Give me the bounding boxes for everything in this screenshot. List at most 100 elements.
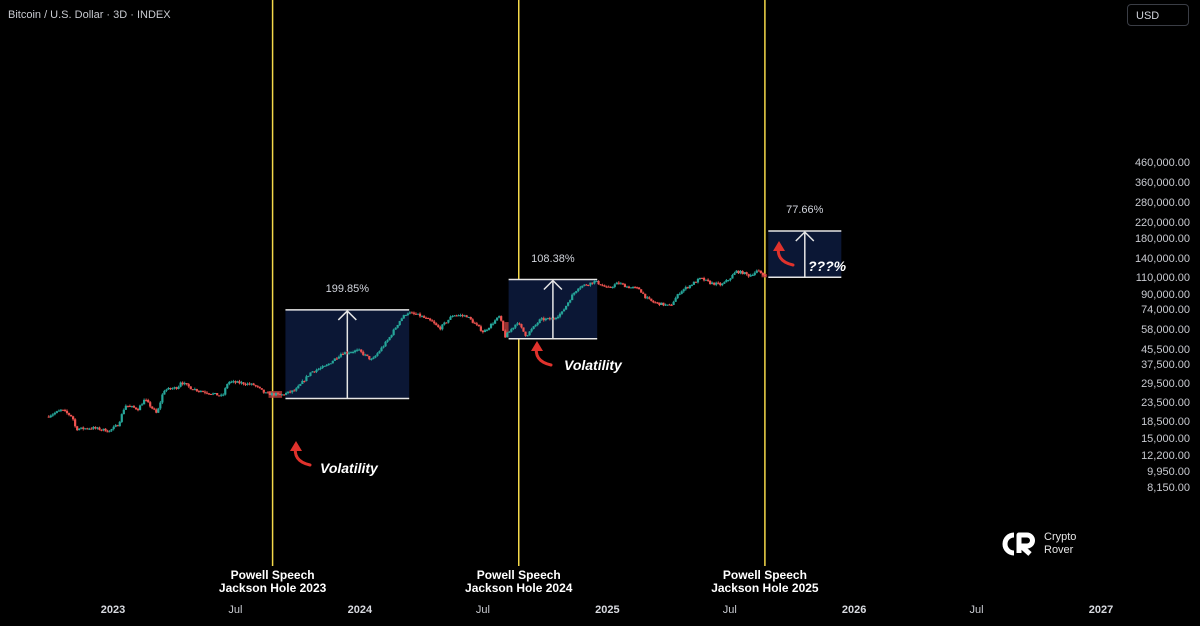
candle-body	[692, 281, 695, 285]
candle-body	[392, 329, 395, 336]
candle-body	[725, 280, 728, 283]
candle-body	[544, 318, 547, 321]
x-tick-label: Jul	[228, 604, 243, 616]
candle-body	[331, 360, 334, 364]
candle-body	[191, 389, 194, 391]
candle-body	[567, 302, 570, 306]
candle-body	[759, 270, 762, 273]
candle-body	[126, 405, 129, 407]
candle-body	[441, 324, 444, 330]
candle-body	[116, 425, 119, 427]
candle-body	[179, 382, 182, 387]
move-percent-label: 77.66%	[786, 204, 824, 216]
candle-body	[672, 301, 675, 305]
candle-body	[382, 346, 385, 348]
candle-body	[315, 369, 318, 372]
candle-body	[280, 394, 284, 396]
event-label-line-2: Jackson Hole 2023	[218, 581, 327, 595]
candle-body	[694, 281, 698, 283]
candle-body	[719, 283, 722, 286]
candle-body	[733, 273, 736, 276]
candle-body	[122, 409, 125, 415]
candle-body	[276, 393, 280, 395]
candle-body	[98, 427, 101, 430]
candle-body	[763, 274, 767, 276]
candle-body	[309, 372, 312, 376]
candle-body	[713, 282, 716, 285]
candle-body	[151, 406, 154, 409]
candle-body	[662, 302, 665, 306]
candle-body	[542, 318, 545, 321]
candle-body	[104, 428, 107, 432]
y-tick-label: 37,500.00	[1141, 359, 1190, 372]
candle-body	[149, 402, 152, 407]
candle-body	[321, 366, 324, 368]
candle-body	[571, 294, 574, 301]
y-tick-label: 140,000.00	[1134, 252, 1190, 265]
candle-body	[224, 388, 227, 395]
currency-selector[interactable]: USD	[1127, 4, 1189, 26]
y-tick-label: 360,000.00	[1134, 176, 1190, 189]
candle-body	[143, 399, 146, 405]
candle-body	[80, 427, 83, 429]
candle-body	[74, 419, 77, 427]
candle-body	[94, 427, 97, 429]
candle-body	[416, 313, 420, 315]
candle-body	[475, 323, 478, 325]
candle-body	[360, 349, 363, 352]
candle-body	[374, 355, 377, 358]
candle-body	[648, 297, 651, 299]
candle-body	[157, 408, 160, 413]
candle-body	[358, 349, 361, 351]
candle-body	[199, 391, 203, 393]
candle-body	[615, 282, 618, 285]
candle-body	[706, 279, 710, 281]
candle-body	[51, 414, 54, 416]
candle-body	[96, 427, 99, 429]
candle-body	[400, 318, 403, 322]
y-tick-label: 29,500.00	[1141, 378, 1190, 391]
candle-body	[293, 390, 296, 392]
candle-body	[380, 347, 383, 352]
candle-body	[173, 387, 176, 389]
y-tick-label: 180,000.00	[1134, 232, 1190, 245]
candle-body	[666, 304, 669, 306]
candle-body	[698, 277, 702, 279]
candle-body	[76, 426, 79, 431]
candle-body	[747, 274, 750, 277]
candle-body	[57, 410, 61, 412]
candle-body	[106, 431, 109, 433]
candle-body	[301, 380, 304, 384]
candle-body	[554, 318, 558, 320]
candle-body	[429, 318, 432, 321]
x-tick-label: 2025	[595, 604, 620, 616]
candle-body	[84, 428, 87, 430]
y-tick-label: 15,000.00	[1141, 433, 1190, 446]
candle-body	[711, 282, 714, 285]
y-tick-label: 58,000.00	[1141, 323, 1190, 336]
candle-body	[477, 324, 480, 327]
candle-body	[203, 391, 207, 393]
candle-body	[459, 315, 462, 317]
candle-body	[384, 341, 387, 347]
candle-body	[562, 309, 566, 312]
candle-body	[169, 387, 172, 389]
candle-body	[351, 352, 355, 354]
candle-body	[727, 280, 730, 282]
candle-body	[234, 381, 237, 383]
candle-body	[313, 371, 316, 373]
candle-body	[394, 327, 397, 330]
candle-body	[236, 381, 239, 383]
candle-body	[398, 321, 401, 326]
candle-body	[621, 283, 624, 285]
candle-body	[163, 390, 166, 395]
candle-body	[453, 315, 456, 317]
candle-body	[108, 430, 111, 432]
candle-body	[447, 319, 450, 323]
candle-body	[741, 270, 744, 275]
y-tick-label: 12,200.00	[1141, 449, 1190, 462]
candle-body	[443, 322, 446, 325]
candle-body	[427, 318, 430, 320]
